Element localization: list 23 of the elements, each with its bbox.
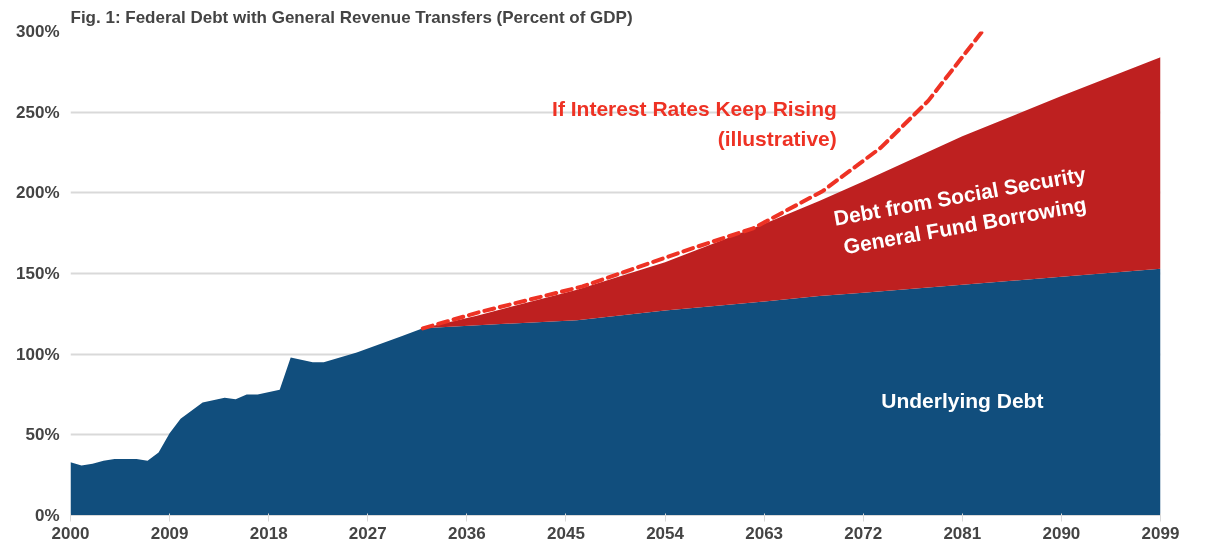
- x-tick-label: 2027: [348, 523, 387, 543]
- series-label: If Interest Rates Keep Rising (illustrative): [552, 97, 837, 150]
- x-tick-label: 2099: [1141, 523, 1180, 543]
- y-tick-label: 0%: [34, 506, 60, 525]
- x-tick-label: 2054: [646, 523, 685, 543]
- y-tick-label: 250%: [16, 102, 60, 122]
- y-tick-label: 100%: [16, 344, 60, 364]
- x-tick-label: 2009: [150, 523, 189, 543]
- y-tick-label: 50%: [25, 425, 60, 445]
- chart-title: Fig. 1: Federal Debt with General Revenue Transfers (Percent of GDP): [70, 7, 633, 27]
- x-tick-label: 2090: [1042, 523, 1081, 543]
- x-tick-label: 2018: [249, 523, 288, 543]
- series-label: Underlying Debt: [881, 388, 1044, 412]
- x-tick-label: 2000: [51, 523, 90, 543]
- x-tick-label: 2081: [943, 523, 982, 543]
- y-tick-label: 150%: [16, 264, 60, 283]
- y-tick-label: 200%: [16, 183, 60, 203]
- series-label: Debt from Social Security General Fund Borrowing: [831, 162, 1089, 259]
- x-tick-label: 2036: [447, 523, 486, 543]
- x-tick-label: 2045: [547, 523, 585, 543]
- x-tick-label: 2063: [745, 523, 784, 543]
- x-tick-label: 2072: [844, 523, 883, 543]
- y-tick-label: 300%: [16, 22, 60, 41]
